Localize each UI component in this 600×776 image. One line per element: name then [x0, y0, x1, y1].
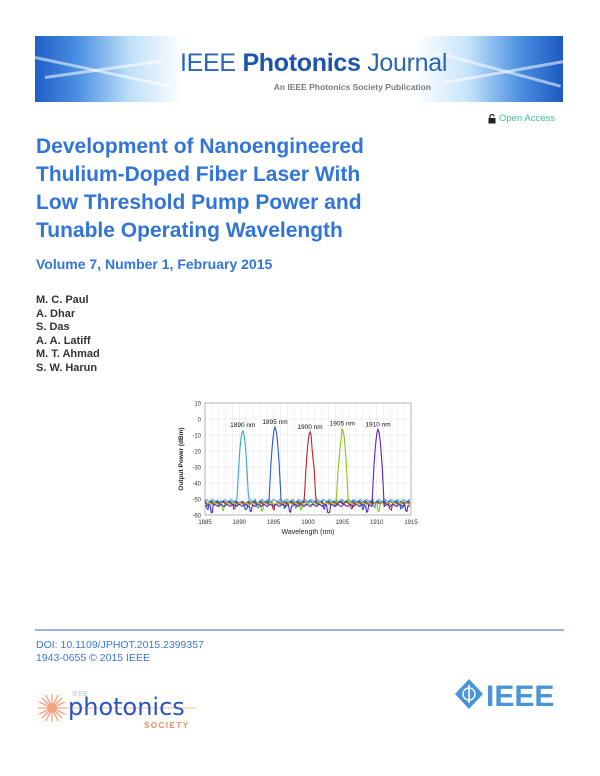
svg-text:1890 nm: 1890 nm	[230, 422, 255, 429]
open-access-badge[interactable]: Open Access	[488, 113, 555, 124]
author: S. Das	[36, 321, 70, 333]
author: S. W. Harun	[36, 361, 98, 374]
journal-subtitle: An IEEE Photonics Society Publication	[273, 82, 431, 92]
svg-text:photonics: photonics	[68, 693, 185, 721]
svg-text:IEEE: IEEE	[72, 691, 88, 698]
svg-text:SOCIETY: SOCIETY	[144, 721, 190, 730]
open-lock-icon	[488, 113, 496, 123]
journal-title: IEEE Photonics Journal	[180, 49, 448, 77]
svg-text:1905 nm: 1905 nm	[330, 421, 355, 428]
open-access-label: Open Access	[499, 113, 555, 124]
citation-info: DOI: 10.1109/JPHOT.2015.2399357 1943-065…	[36, 639, 204, 665]
svg-text:1900: 1900	[301, 520, 315, 526]
svg-text:1910: 1910	[370, 520, 384, 526]
doi-link[interactable]: DOI: 10.1109/JPHOT.2015.2399357	[36, 639, 204, 651]
chart-grid	[204, 402, 412, 516]
svg-text:Output Power (dBm): Output Power (dBm)	[178, 427, 185, 490]
svg-text:-10: -10	[192, 434, 201, 440]
author: M. T. Ahmad	[36, 348, 100, 360]
title-line: Low Threshold Pump Power and	[36, 191, 362, 214]
svg-text:-30: -30	[192, 466, 201, 472]
volume-info: Volume 7, Number 1, February 2015	[36, 256, 273, 272]
svg-text:1895: 1895	[267, 520, 281, 526]
svg-text:1895 nm: 1895 nm	[262, 419, 287, 426]
ieee-logo: IEEE	[455, 679, 554, 713]
svg-text:-40: -40	[192, 482, 201, 488]
svg-text:-60: -60	[192, 514, 201, 520]
chart-series	[204, 425, 411, 514]
paper-title: Development of Nanoengineered Thulium-Do…	[36, 133, 456, 245]
svg-text:Wavelength (nm): Wavelength (nm)	[281, 529, 334, 536]
svg-text:0: 0	[198, 418, 202, 424]
title-line: Development of Nanoengineered	[36, 135, 364, 158]
svg-text:1905: 1905	[336, 520, 350, 526]
svg-text:10: 10	[194, 402, 201, 408]
author: A. A. Latiff	[36, 334, 91, 347]
author-list: M. C. Paul A. Dhar S. Das A. A. Latiff M…	[36, 294, 100, 375]
svg-text:1915: 1915	[404, 520, 418, 526]
issn-copyright: 1943-0655 © 2015 IEEE	[36, 652, 150, 664]
title-line: Thulium-Doped Fiber Laser With	[36, 163, 361, 186]
svg-text:IEEE: IEEE	[486, 680, 554, 713]
ieee-diamond-icon	[455, 679, 483, 709]
svg-text:1885: 1885	[198, 520, 212, 526]
title-line: Tunable Operating Wavelength	[36, 219, 343, 242]
photonics-society-logo: IEEE photonics SOCIETY	[38, 691, 196, 730]
footer-divider	[35, 629, 564, 631]
svg-text:-20: -20	[192, 450, 201, 456]
svg-text:1890: 1890	[233, 520, 247, 526]
svg-text:1910 nm: 1910 nm	[365, 421, 390, 428]
svg-text:1900 nm: 1900 nm	[297, 424, 322, 431]
svg-text:-50: -50	[192, 498, 201, 504]
journal-banner: IEEE Photonics Journal An IEEE Photonics…	[35, 36, 563, 102]
author: A. Dhar	[36, 307, 76, 320]
author: M. C. Paul	[36, 294, 89, 306]
